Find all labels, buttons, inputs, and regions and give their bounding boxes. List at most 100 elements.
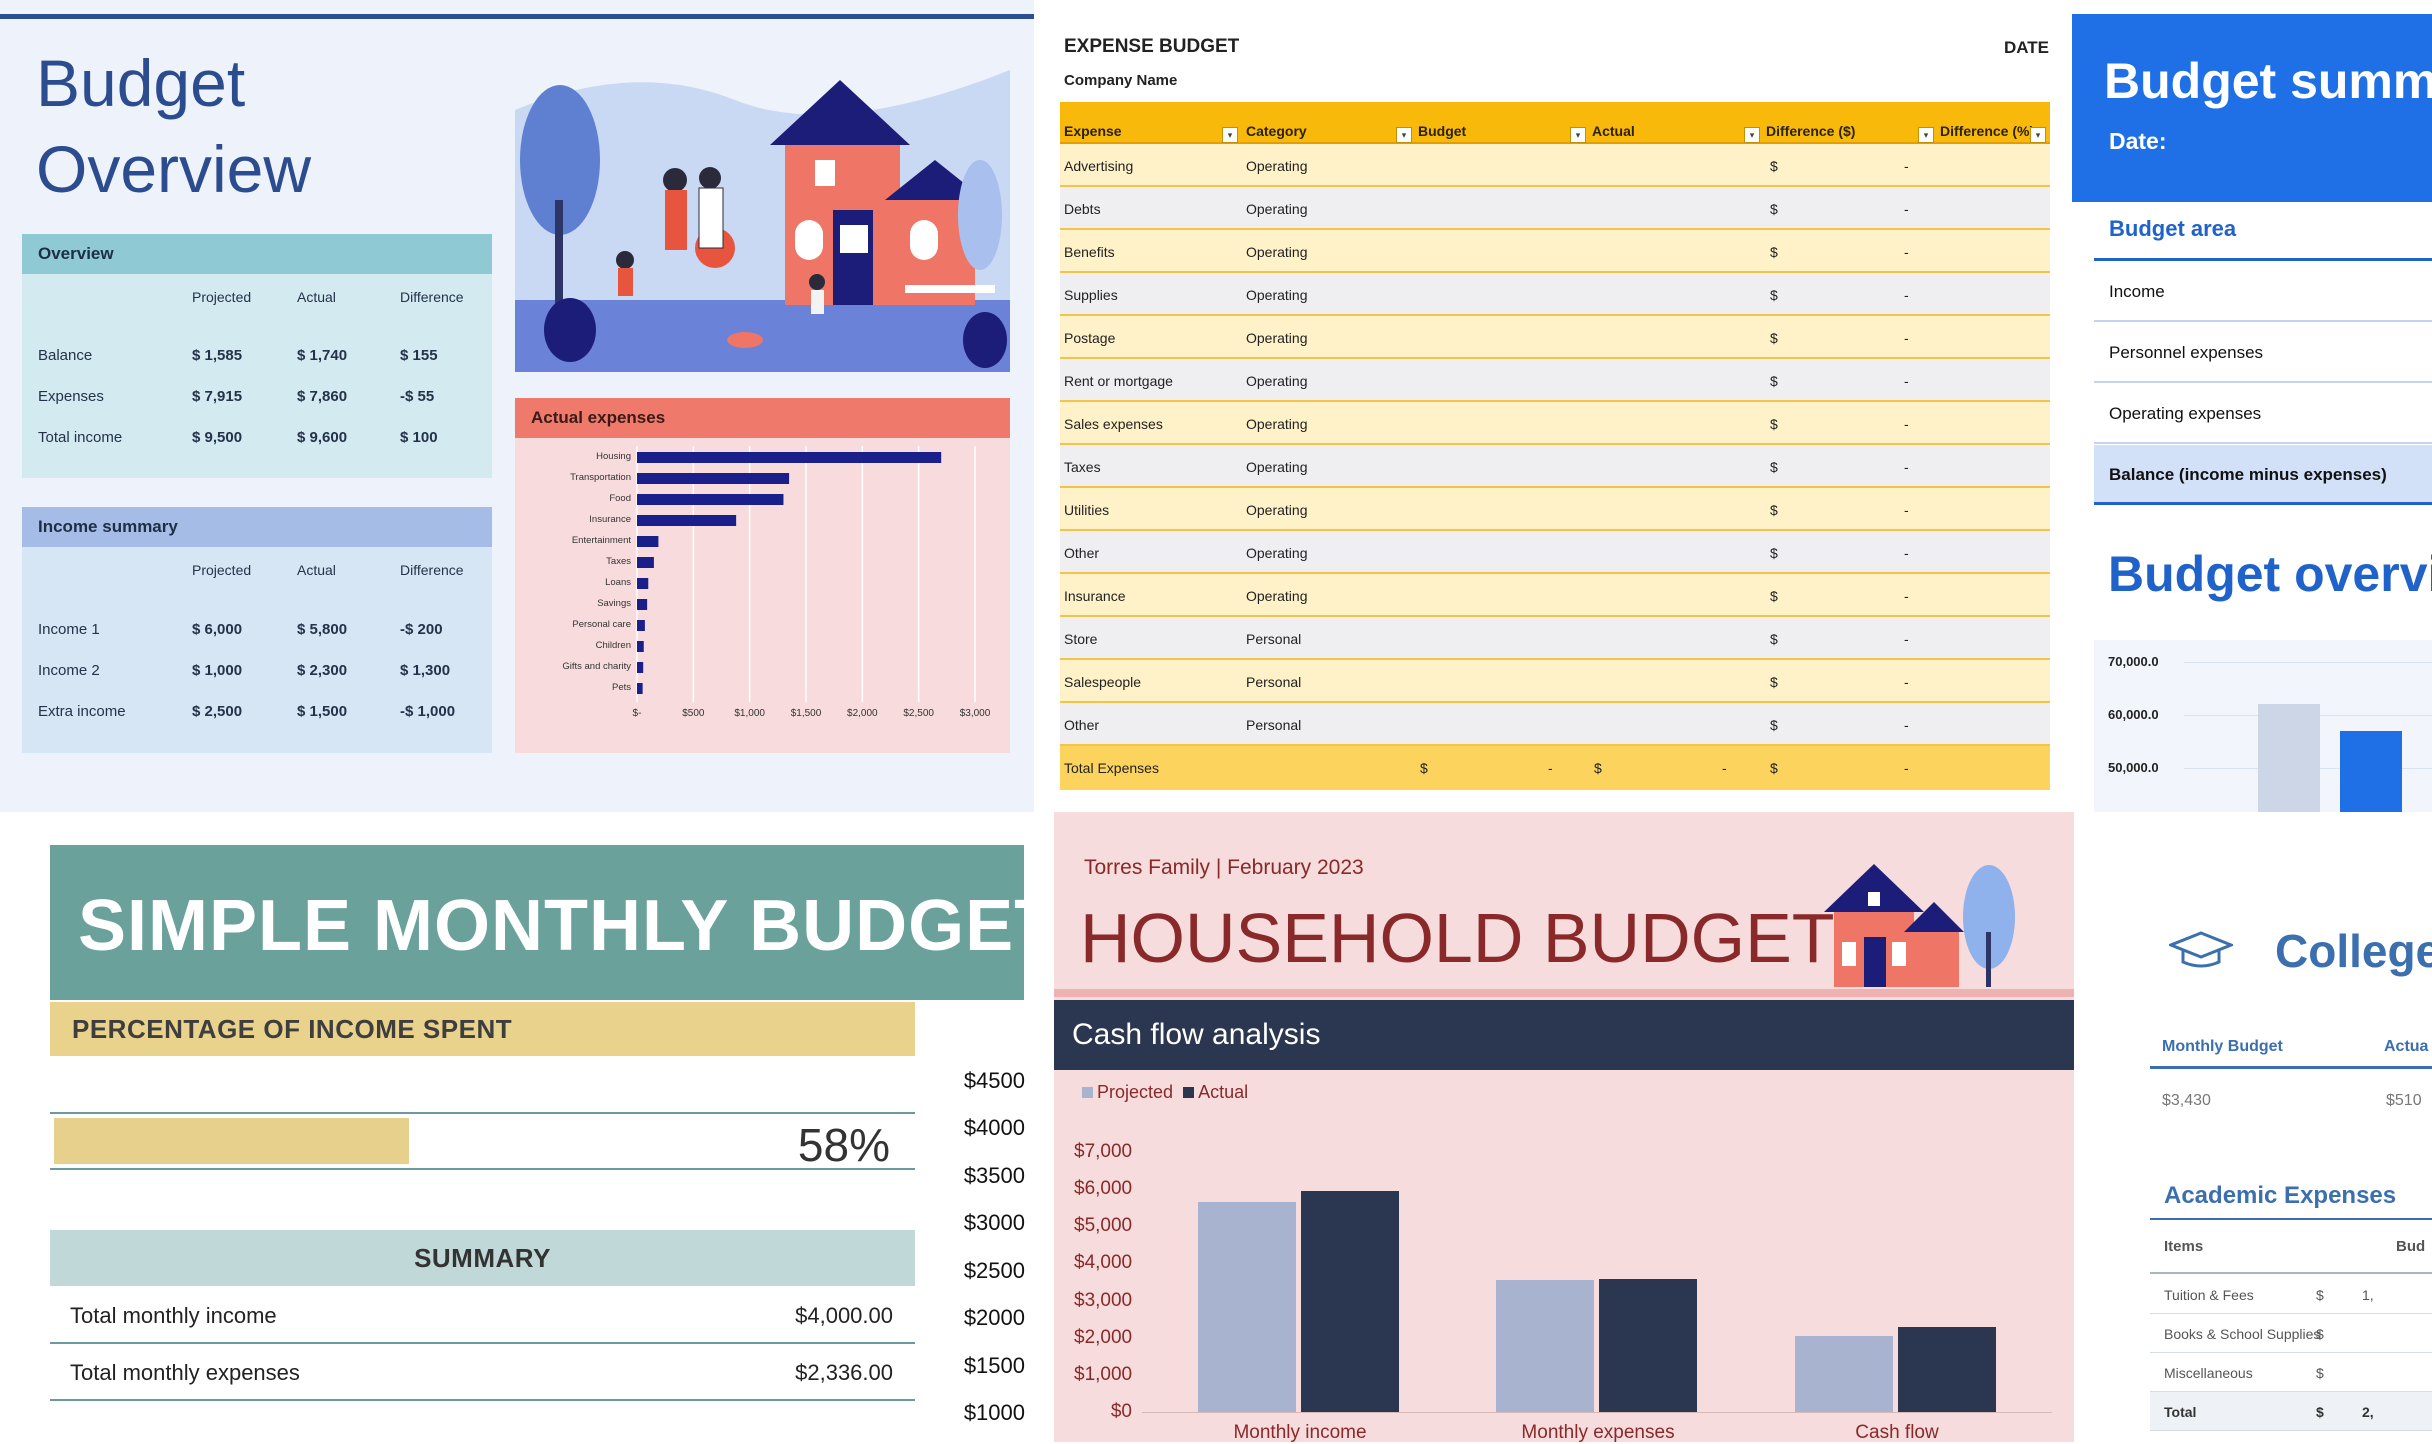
filter-dropdown-icon[interactable]: ▾ [1570,127,1586,143]
col-projected: Projected [192,562,252,578]
category-label: Housing [596,451,631,462]
actual-value: $ 1,740 [297,347,348,364]
actual-value: $ 1,500 [297,703,348,720]
y-tick-label: $3,000 [1074,1289,1133,1311]
tree-trunk [555,200,563,310]
table-row: Rent or mortgage Operating $ - [1060,359,2050,402]
item-label: Tuition & Fees [2164,1287,2254,1303]
filter-dropdown-icon[interactable]: ▾ [1744,127,1760,143]
category-label: Taxes [606,556,631,567]
summary-title: Budget summa [2104,53,2432,109]
divider [2150,1066,2432,1069]
percentage-header: PERCENTAGE OF INCOME SPENT [50,1002,915,1056]
row-label: Extra income [38,703,126,720]
projected-value: $ 7,915 [192,388,243,405]
y-tick-label: $7,000 [1074,1141,1133,1162]
college-title: College [2275,925,2432,977]
budget-area-header: Budget area [2109,216,2237,241]
chart-legend: Projected Actual [1082,1082,1248,1103]
axis-tick-label: $2500 [963,1258,1025,1283]
bar-projected-monthly-expenses [1496,1280,1594,1412]
dog-icon [727,332,763,348]
difference-dash: - [1904,631,1909,647]
table-row: Taxes Operating $ - [1060,445,2050,488]
col-difference: Difference [400,289,464,305]
simple-budget-title: SIMPLE MONTHLY BUDGET [78,886,1060,966]
house-window [815,160,835,186]
percent-bar-fill [54,1118,409,1164]
col-actual: Actual [297,562,336,578]
income-columns: Projected Actual Difference [22,550,492,590]
house-door [833,210,873,305]
bar-projected-monthly-income [1198,1202,1296,1412]
expense-label: Utilities [1064,502,1110,518]
x-tick-label: $2,000 [847,708,878,719]
simple-monthly-budget-panel: SIMPLE MONTHLY BUDGET PERCENTAGE OF INCO… [0,812,1058,1442]
company-name: Company Name [1064,72,1178,89]
filter-dropdown-icon[interactable]: ▾ [1918,127,1934,143]
expense-label: Benefits [1064,244,1115,260]
y-tick-label: $6,000 [1074,1178,1133,1200]
budget-overview-panel: Budget Overview Overview Projected Actua… [0,0,1034,812]
header-budget: Budget [1418,123,1467,139]
table-row: Other Operating $ - [1060,531,2050,574]
bush-icon [544,298,596,362]
person-icon [663,168,687,192]
expense-label: Advertising [1064,158,1134,174]
bar-gifts-and-charity [637,662,644,673]
legend-swatch-actual [1183,1087,1195,1098]
total-row: Total Expenses $ - $ - $ - [1060,746,2050,790]
row-label: Balance [38,347,93,364]
difference-dollar: $ [1770,201,1778,217]
table-row: Miscellaneous $ [2150,1353,2432,1392]
legend-actual: Actual [1198,1082,1249,1102]
expense-label: Taxes [1064,459,1101,475]
total-diff-dash: - [1904,760,1909,776]
difference-dollar: $ [1770,416,1778,432]
difference-dollar: $ [1770,287,1778,303]
tree-left-icon [520,85,600,235]
table-row: Salespeople Personal $ - [1060,660,2050,703]
expense-label: Debts [1064,201,1101,217]
child-icon [616,251,634,269]
axis-tick-label: $2000 [963,1305,1025,1330]
category-label: Gifts and charity [562,661,631,672]
tree-icon [1963,865,2015,969]
difference-dash: - [1904,201,1909,217]
filter-dropdown-icon[interactable]: ▾ [1222,127,1238,143]
actual-header: Actua [2384,1038,2429,1055]
college-budget-panel: College Monthly Budget Actua $3,430 $510… [2074,812,2432,1442]
cash-flow-header: Cash flow analysis [1054,1000,2074,1070]
bar-personal-care [637,620,645,631]
difference-dash: - [1904,373,1909,389]
x-tick-label: $1,000 [734,708,765,719]
bar-projected-cash-flow [1795,1335,1893,1412]
filter-dropdown-icon[interactable]: ▾ [1396,127,1412,143]
category-label: Operating [1246,502,1308,518]
budget-header: Bud [2396,1238,2426,1255]
item-dollar: $ [2316,1404,2324,1420]
table-row: Expenses $ 7,915 $ 7,860 -$ 55 [22,377,492,417]
category-label: Operating [1246,244,1308,260]
actual-value: $ 7,860 [297,388,348,405]
total-label: Total Expenses [1064,760,1159,776]
page-title: Budget Overview [36,40,496,212]
roof-wing [1904,902,1964,932]
expense-label: Rent or mortgage [1064,373,1173,389]
window [1842,942,1856,966]
difference-dash: - [1904,502,1909,518]
overview-columns: Projected Actual Difference [22,277,492,317]
expense-budget-panel: EXPENSE BUDGET DATE Company Name Expense… [1034,0,2064,812]
difference-value: -$ 200 [400,621,443,638]
household-budget-panel: Torres Family | February 2023 HOUSEHOLD … [1054,812,2074,1443]
filter-dropdown-icon[interactable]: ▾ [2030,127,2046,143]
simple-budget-banner [50,845,1024,1000]
roof [1824,864,1924,912]
row-label: Total monthly expenses [70,1360,300,1385]
axis-tick-label: $1500 [963,1353,1025,1378]
accent-strip [1054,989,2074,997]
difference-dollar: $ [1770,717,1778,733]
expense-label: Salespeople [1064,674,1142,690]
difference-dollar: $ [1770,158,1778,174]
category-label: Operating [1246,373,1308,389]
